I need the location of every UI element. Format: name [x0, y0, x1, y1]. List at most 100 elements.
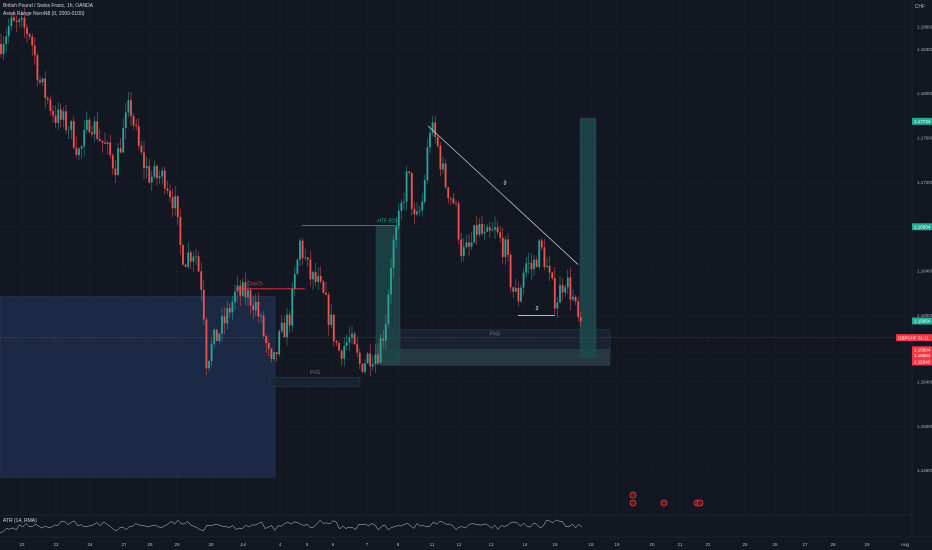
candle-body[interactable] — [527, 262, 530, 264]
candle-body[interactable] — [416, 211, 418, 215]
candle-body[interactable] — [280, 322, 283, 332]
candle-body[interactable] — [491, 229, 494, 231]
candle-body[interactable] — [150, 176, 153, 183]
candle-body[interactable] — [462, 247, 465, 257]
candle-body[interactable] — [148, 166, 151, 183]
candle-body[interactable] — [410, 172, 413, 209]
candle-body[interactable] — [31, 36, 34, 46]
candle-body[interactable] — [353, 333, 356, 345]
symbol-legend[interactable]: British Pound / Swiss Franc, 1h, OANDA — [3, 3, 94, 9]
candle-body[interactable] — [488, 227, 491, 231]
candle-body[interactable] — [543, 247, 546, 268]
candle-body[interactable] — [436, 136, 439, 146]
candle-body[interactable] — [499, 232, 502, 238]
candle-body[interactable] — [176, 196, 179, 217]
candle-body[interactable] — [130, 100, 132, 116]
candle-body[interactable] — [548, 265, 551, 273]
candle-body[interactable] — [78, 148, 80, 155]
candle-body[interactable] — [517, 287, 520, 302]
event-markers[interactable] — [629, 491, 704, 507]
candle-body[interactable] — [564, 287, 567, 293]
candle-body[interactable] — [252, 305, 255, 311]
candle-body[interactable] — [46, 97, 49, 100]
candle-body[interactable] — [319, 275, 322, 282]
candle-body[interactable] — [382, 338, 385, 341]
candle-body[interactable] — [273, 352, 275, 360]
candle-body[interactable] — [54, 115, 57, 123]
candle-body[interactable] — [57, 109, 60, 123]
candle-body[interactable] — [52, 110, 54, 116]
candle-body[interactable] — [434, 122, 437, 137]
candle-body[interactable] — [444, 163, 447, 188]
candle-body[interactable] — [85, 119, 88, 130]
candle-body[interactable] — [395, 226, 398, 241]
candle-body[interactable] — [195, 256, 197, 257]
candle-body[interactable] — [312, 272, 314, 280]
candle-body[interactable] — [249, 290, 252, 306]
candle-body[interactable] — [70, 121, 73, 131]
candle-body[interactable] — [553, 278, 556, 309]
candle-body[interactable] — [270, 348, 273, 360]
candle-body[interactable] — [379, 338, 382, 363]
economic-event-icon[interactable] — [696, 499, 704, 507]
candle-body[interactable] — [478, 223, 481, 235]
candle-body[interactable] — [426, 147, 429, 181]
candle-body[interactable] — [371, 364, 374, 367]
candle-body[interactable] — [192, 256, 195, 262]
candle-body[interactable] — [442, 163, 444, 170]
candle-body[interactable] — [174, 196, 177, 209]
candle-body[interactable] — [473, 225, 476, 243]
candle-body[interactable] — [309, 259, 312, 280]
candle-body[interactable] — [343, 345, 346, 359]
candle-body[interactable] — [408, 171, 411, 173]
candle-body[interactable] — [179, 216, 182, 246]
candle-body[interactable] — [59, 109, 62, 120]
candle-body[interactable] — [132, 115, 135, 126]
economic-event-icon[interactable] — [660, 499, 668, 507]
candle-body[interactable] — [171, 197, 174, 209]
candle-body[interactable] — [332, 314, 335, 342]
candle-body[interactable] — [161, 170, 164, 177]
candle-body[interactable] — [26, 27, 28, 35]
candle-body[interactable] — [468, 242, 470, 247]
candle-body[interactable] — [210, 343, 213, 362]
candle-body[interactable] — [288, 314, 291, 326]
candle-body[interactable] — [265, 336, 268, 343]
candle-body[interactable] — [429, 132, 431, 148]
candle-body[interactable] — [278, 331, 281, 355]
candle-body[interactable] — [75, 147, 78, 155]
candle-body[interactable] — [483, 231, 486, 234]
candle-body[interactable] — [530, 262, 533, 270]
candle-body[interactable] — [540, 240, 543, 248]
candle-body[interactable] — [400, 202, 403, 211]
economic-event-icon[interactable] — [629, 491, 637, 499]
candle-body[interactable] — [387, 294, 390, 325]
candle-body[interactable] — [23, 17, 26, 28]
candle-body[interactable] — [127, 100, 130, 113]
candle-body[interactable] — [358, 352, 361, 364]
candle-body[interactable] — [5, 36, 8, 45]
candle-body[interactable] — [509, 254, 512, 288]
candle-body[interactable] — [351, 333, 353, 338]
candle-body[interactable] — [561, 285, 564, 293]
candle-body[interactable] — [299, 240, 301, 260]
candle-body[interactable] — [369, 353, 372, 367]
candle-body[interactable] — [158, 176, 161, 179]
indicator-legend[interactable]: Asian Range NoroN8 (0, 2000-0100) — [3, 11, 85, 17]
candle-body[interactable] — [247, 290, 249, 298]
candle-body[interactable] — [106, 142, 109, 144]
candle-body[interactable] — [117, 148, 119, 176]
candle-body[interactable] — [397, 210, 400, 227]
candle-body[interactable] — [0, 43, 2, 55]
candle-body[interactable] — [72, 121, 75, 148]
candle-body[interactable] — [119, 148, 122, 153]
candle-body[interactable] — [439, 145, 442, 170]
candle-body[interactable] — [449, 197, 452, 199]
candle-body[interactable] — [88, 119, 91, 133]
candle-body[interactable] — [137, 126, 140, 146]
price-axis[interactable]: 1.18600 1.18400 1.18000 1.17600 1.17200 1.168… — [896, 0, 932, 550]
candles[interactable] — [0, 7, 582, 376]
candle-body[interactable] — [262, 315, 265, 337]
candle-body[interactable] — [507, 239, 509, 255]
candle-body[interactable] — [392, 240, 395, 268]
